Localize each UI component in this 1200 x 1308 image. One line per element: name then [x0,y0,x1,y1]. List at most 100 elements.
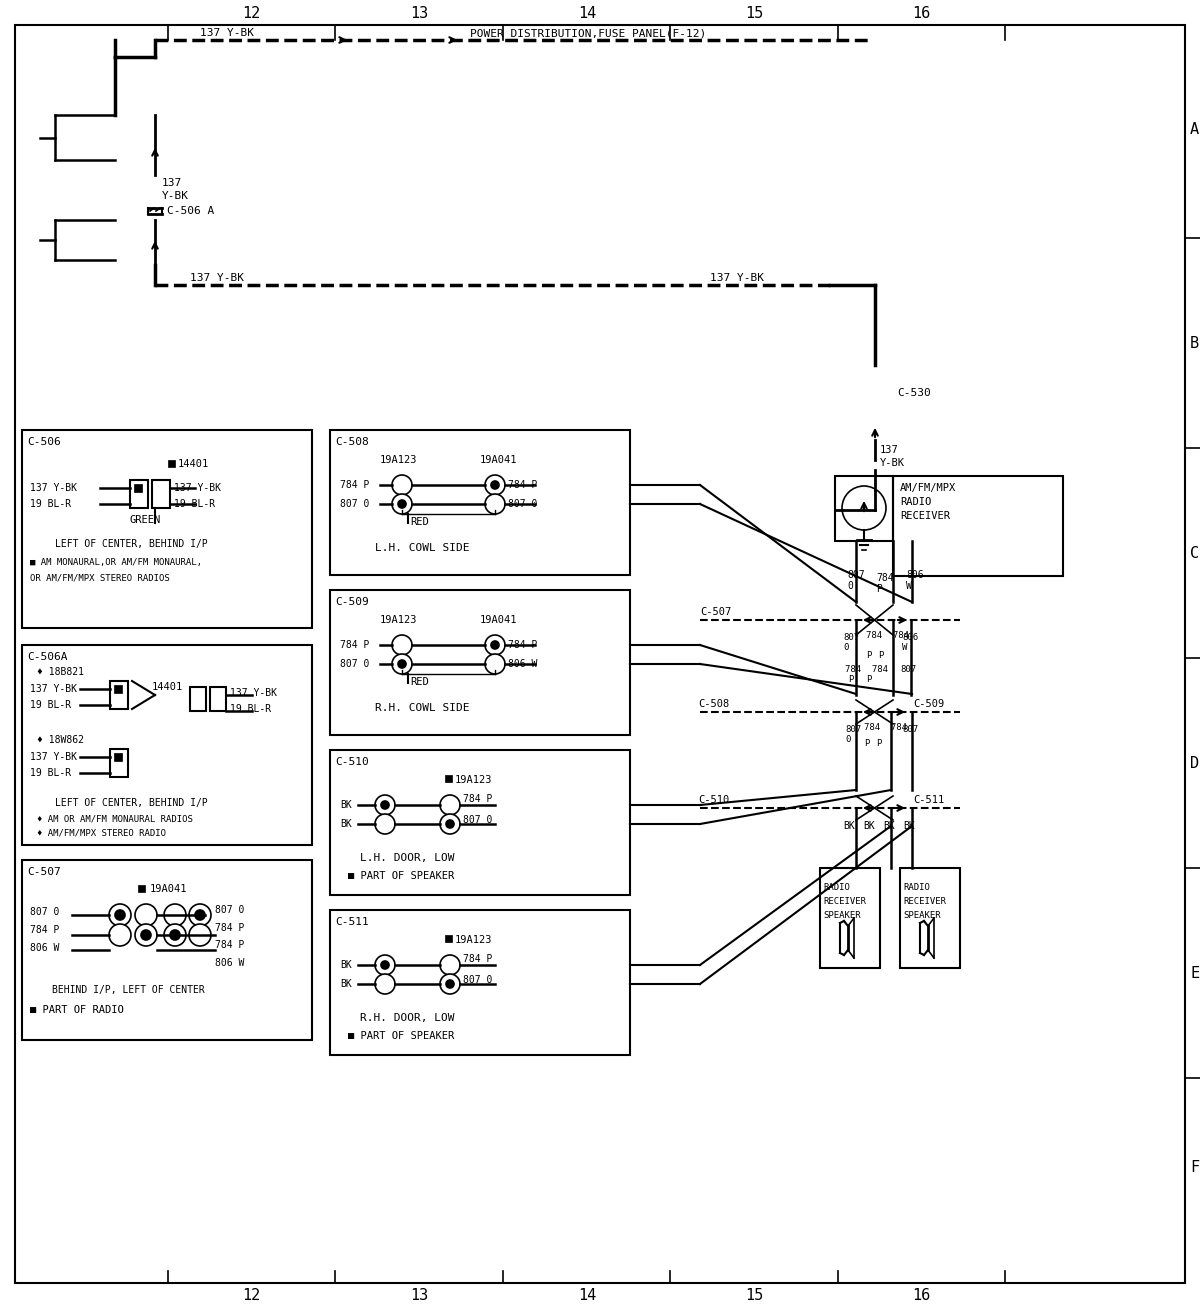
Text: 807 0: 807 0 [508,498,538,509]
Text: LEFT OF CENTER, BEHIND I/P: LEFT OF CENTER, BEHIND I/P [55,798,208,808]
Text: W: W [906,581,912,591]
Circle shape [109,904,131,926]
Circle shape [142,930,151,940]
Circle shape [446,980,454,988]
Text: C-511: C-511 [913,795,944,804]
Text: 137 Y-BK: 137 Y-BK [30,684,77,695]
Text: C-511: C-511 [335,917,368,927]
Text: 15: 15 [745,5,763,21]
Text: 137: 137 [880,445,899,455]
Circle shape [485,654,505,674]
Text: 19A123: 19A123 [455,776,492,785]
Bar [114,753,122,761]
Text: C-508: C-508 [698,698,730,709]
Text: ♦ AM/FM/MPX STEREO RADIO: ♦ AM/FM/MPX STEREO RADIO [37,828,166,837]
Text: 19A123: 19A123 [380,615,418,625]
Bar [22,645,312,845]
Circle shape [382,800,389,810]
Bar [900,869,960,968]
Text: 13: 13 [410,1288,428,1304]
Circle shape [440,795,460,815]
Text: C-506: C-506 [28,437,61,447]
Text: 16: 16 [912,1288,930,1304]
Circle shape [392,494,412,514]
Text: BK: BK [863,821,875,831]
Bar [130,480,148,508]
Text: 784 P: 784 P [508,640,538,650]
Text: 19 BL-R: 19 BL-R [30,768,71,778]
Circle shape [485,634,505,655]
Circle shape [440,814,460,835]
Text: 784  784: 784 784 [845,666,888,675]
Text: P: P [866,651,871,661]
Circle shape [392,634,412,655]
Text: P: P [878,651,883,661]
Circle shape [485,475,505,494]
Circle shape [109,923,131,946]
Text: 784 P: 784 P [340,480,370,490]
Bar [114,685,122,693]
Text: 784 P: 784 P [463,954,492,964]
Text: 784 P: 784 P [215,923,245,933]
Bar [134,484,142,492]
Text: 784 P: 784 P [508,480,538,490]
Bar [445,776,452,782]
Text: P: P [876,739,881,748]
Text: 16: 16 [912,5,930,21]
Text: RADIO: RADIO [904,883,930,892]
Text: RECEIVER: RECEIVER [904,897,946,906]
Text: RED: RED [410,678,428,687]
Text: ■ PART OF SPEAKER: ■ PART OF SPEAKER [348,871,455,882]
Text: 19A123: 19A123 [455,935,492,944]
Text: 806 W: 806 W [30,943,59,954]
Text: 806 W: 806 W [508,659,538,668]
Text: L.H. COWL SIDE: L.H. COWL SIDE [374,543,469,553]
Text: RADIO: RADIO [900,497,931,508]
Text: 806 W: 806 W [215,957,245,968]
Text: BK: BK [883,821,895,831]
Text: R.H. COWL SIDE: R.H. COWL SIDE [374,702,469,713]
Circle shape [194,910,205,920]
Text: RED: RED [410,517,428,527]
Bar [893,476,1063,576]
Bar [835,476,893,542]
Text: C-530: C-530 [898,388,931,398]
Text: 13: 13 [410,5,428,21]
Text: 807 0: 807 0 [463,815,492,825]
Text: P: P [876,583,882,594]
Circle shape [374,974,395,994]
Circle shape [485,494,505,514]
Text: 12: 12 [242,1288,260,1304]
Text: BK: BK [904,821,914,831]
Text: 807: 807 [902,726,918,735]
Text: P: P [848,675,853,684]
Text: 784 P: 784 P [463,794,492,804]
Text: F: F [1190,1160,1199,1176]
Bar [22,430,312,628]
Text: BK: BK [842,821,854,831]
Text: 15: 15 [745,1288,763,1304]
Text: 0: 0 [842,644,848,653]
Text: GREEN: GREEN [130,515,161,525]
Text: 14401: 14401 [152,681,184,692]
Text: C-509: C-509 [913,698,944,709]
Text: P: P [864,739,869,748]
Text: OR AM/FM/MPX STEREO RADIOS: OR AM/FM/MPX STEREO RADIOS [30,573,169,582]
Text: C-507: C-507 [700,607,731,617]
Circle shape [382,961,389,969]
Text: C-510: C-510 [335,757,368,766]
Text: 807: 807 [845,726,862,735]
Text: 137: 137 [162,178,182,188]
Text: 137 Y-BK: 137 Y-BK [710,273,764,283]
Circle shape [134,904,157,926]
Text: ♦ 18W862: ♦ 18W862 [37,735,84,746]
Bar [152,480,170,508]
Text: Y-BK: Y-BK [880,458,905,468]
Circle shape [374,795,395,815]
Text: ■ PART OF RADIO: ■ PART OF RADIO [30,1005,124,1015]
Text: 784  784: 784 784 [866,632,910,641]
Text: 807: 807 [900,666,916,675]
Text: BK: BK [340,960,352,971]
Text: BEHIND I/P, LEFT OF CENTER: BEHIND I/P, LEFT OF CENTER [52,985,205,995]
Text: RECEIVER: RECEIVER [900,511,950,521]
